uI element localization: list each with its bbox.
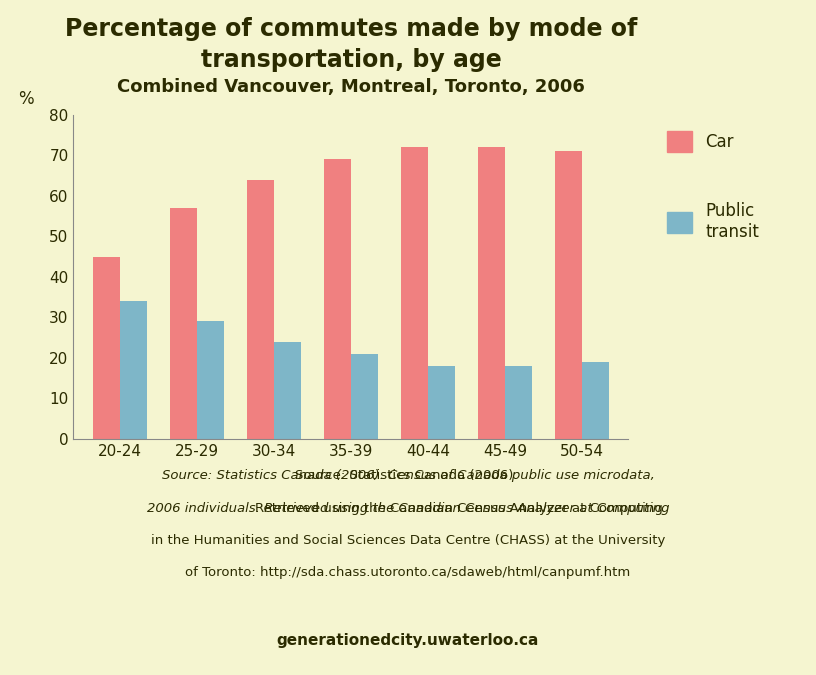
Bar <box>93 256 120 439</box>
Legend: Car, Public
transit: Car, Public transit <box>659 123 768 249</box>
Bar <box>582 362 609 439</box>
Bar <box>247 180 274 439</box>
Bar <box>428 366 455 439</box>
Text: %: % <box>19 90 34 108</box>
Text: in the Humanities and Social Sciences Data Centre (CHASS) at the University: in the Humanities and Social Sciences Da… <box>151 534 665 547</box>
Bar <box>351 354 378 439</box>
Bar <box>274 342 301 439</box>
Text: 2006 individuals. Retrieved using the Canadian Census Analyzer at Computing: 2006 individuals. Retrieved using the Ca… <box>147 502 669 514</box>
Bar <box>197 321 224 439</box>
Bar <box>170 208 197 439</box>
Bar <box>120 301 147 439</box>
Text: Source: Statistics Canada (2006). Census of Canada public use microdata,: Source: Statistics Canada (2006). Census… <box>162 469 654 482</box>
Bar <box>324 159 351 439</box>
Text: Retrieved using the Canadian Census Analyzer at Computing: Retrieved using the Canadian Census Anal… <box>153 502 663 514</box>
Text: of Toronto: http://sda.chass.utoronto.ca/sdaweb/html/canpumf.htm: of Toronto: http://sda.chass.utoronto.ca… <box>185 566 631 579</box>
Text: Percentage of commutes made by mode of
transportation, by age: Percentage of commutes made by mode of t… <box>64 17 637 72</box>
Bar <box>505 366 532 439</box>
Text: Combined Vancouver, Montreal, Toronto, 2006: Combined Vancouver, Montreal, Toronto, 2… <box>117 78 585 96</box>
Text: Source: Statistics Canada (2006).: Source: Statistics Canada (2006). <box>295 469 521 482</box>
Text: generationedcity.uwaterloo.ca: generationedcity.uwaterloo.ca <box>277 633 539 648</box>
Bar <box>478 147 505 439</box>
Bar <box>401 147 428 439</box>
Bar <box>555 151 582 439</box>
